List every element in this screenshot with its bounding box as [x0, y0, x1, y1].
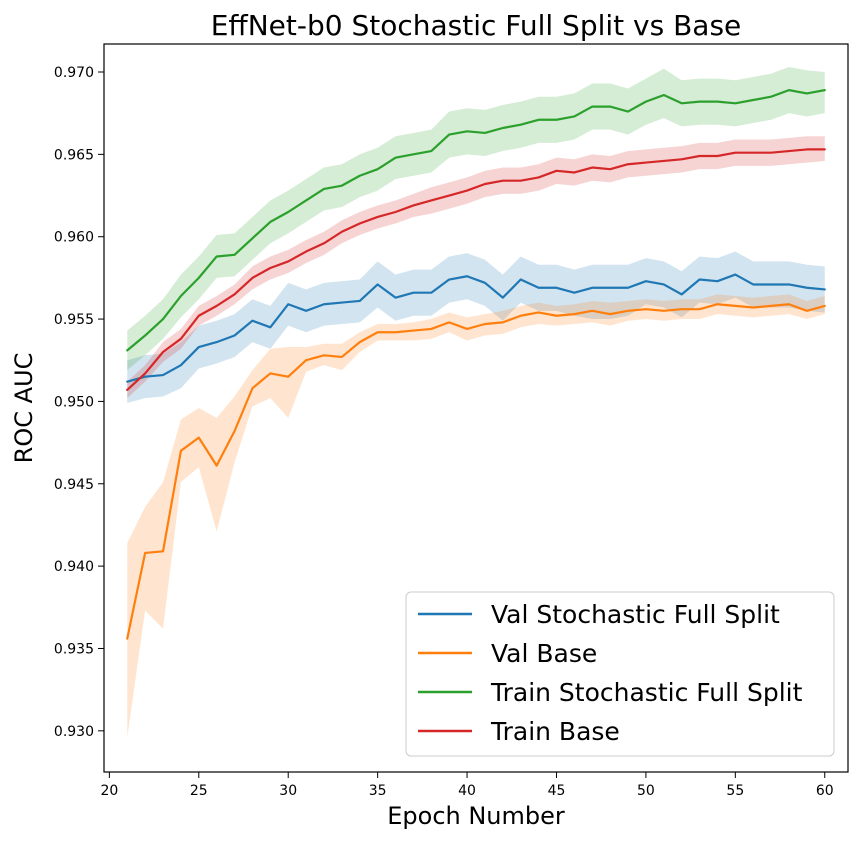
x-tick-label: 25 [190, 783, 208, 799]
y-tick-label: 0.930 [54, 724, 94, 740]
y-tick-label: 0.940 [54, 559, 94, 575]
band-train-stochastic-full-split [127, 67, 825, 371]
y-tick-label: 0.970 [54, 65, 94, 81]
x-tick-label: 60 [816, 783, 834, 799]
line-val-stochastic-full-split [126, 273, 826, 383]
y-axis-ticks: 0.930 0.935 0.940 0.945 0.950 0.955 0.960 0.965… [54, 65, 104, 740]
legend-label-val-stochastic-full-split: Val Stochastic Full Split [491, 600, 780, 629]
series-lines [126, 89, 826, 640]
y-tick-label: 0.955 [54, 312, 94, 328]
x-axis-ticks: 20 25 30 35 40 45 50 55 60 [100, 772, 834, 799]
y-tick-label: 0.935 [54, 641, 94, 657]
legend-label-val-base: Val Base [491, 639, 597, 668]
band-train-base [127, 136, 825, 399]
y-tick-label: 0.960 [54, 230, 94, 246]
legend-label-train-base: Train Base [490, 717, 620, 746]
x-tick-label: 40 [458, 783, 476, 799]
band-val-stochastic-full-split [127, 251, 825, 404]
legend: Val Stochastic Full Split Val Base Train S… [405, 591, 835, 757]
x-tick-label: 55 [726, 783, 744, 799]
y-tick-label: 0.965 [54, 147, 94, 163]
line-train-base [126, 148, 826, 391]
x-tick-label: 35 [369, 783, 387, 799]
x-axis-title: Epoch Number [387, 802, 565, 830]
axes-frame [103, 43, 849, 773]
line-train-stochastic-full-split [126, 89, 826, 352]
y-tick-label: 0.950 [54, 394, 94, 410]
legend-box [405, 591, 835, 757]
x-tick-label: 50 [637, 783, 655, 799]
confidence-bands [127, 67, 825, 738]
plot-area [126, 67, 826, 738]
legend-label-train-stochastic-full-split: Train Stochastic Full Split [490, 678, 803, 707]
x-tick-label: 30 [279, 783, 297, 799]
x-tick-label: 20 [100, 783, 118, 799]
line-val-base [126, 303, 826, 640]
x-tick-label: 45 [548, 783, 566, 799]
y-axis-title: ROC AUC [10, 353, 38, 464]
chart-title: EffNet-b0 Stochastic Full Split vs Base [211, 9, 742, 42]
y-tick-label: 0.945 [54, 477, 94, 493]
